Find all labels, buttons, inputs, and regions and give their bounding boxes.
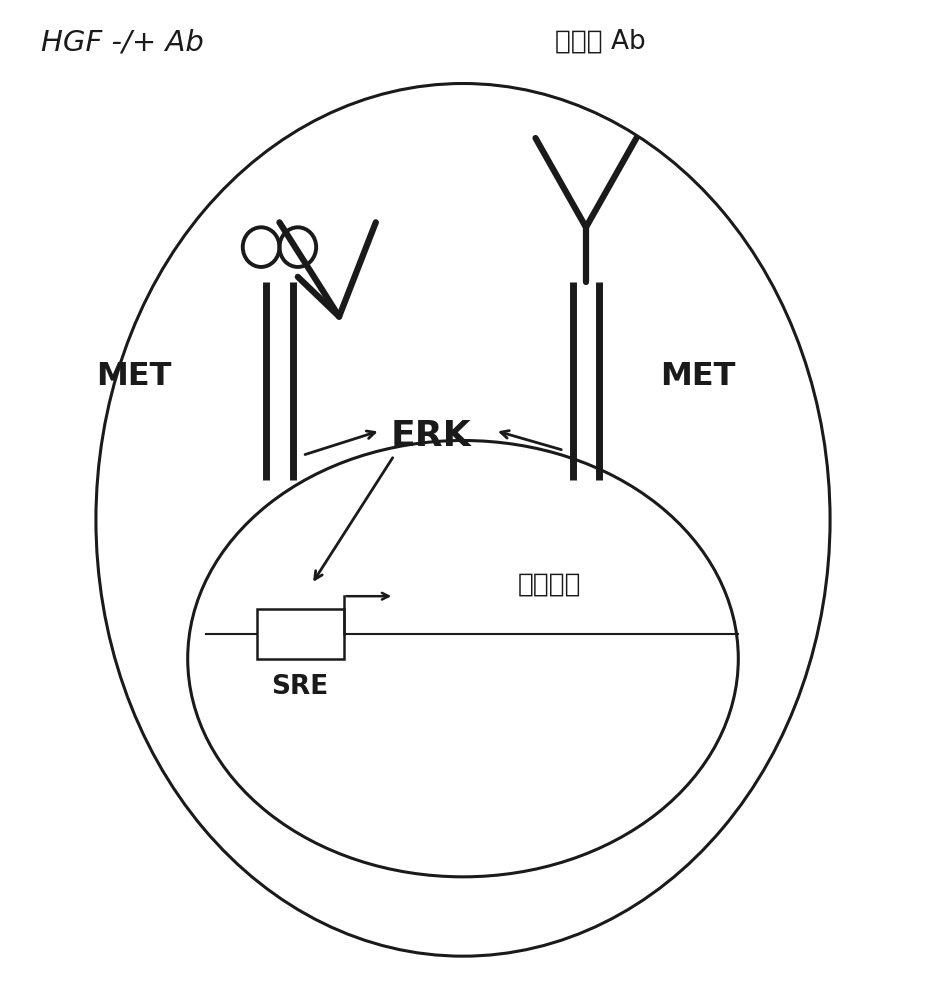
Text: 单独的 Ab: 单独的 Ab [555,29,645,55]
Text: HGF -/+ Ab: HGF -/+ Ab [41,29,204,57]
Bar [257,609,344,659]
Text: MET: MET [660,361,735,392]
Text: SRE: SRE [271,674,329,700]
Text: 荧光素酶: 荧光素酶 [518,571,582,597]
Text: MET: MET [96,361,171,392]
Text: ERK: ERK [391,419,471,453]
